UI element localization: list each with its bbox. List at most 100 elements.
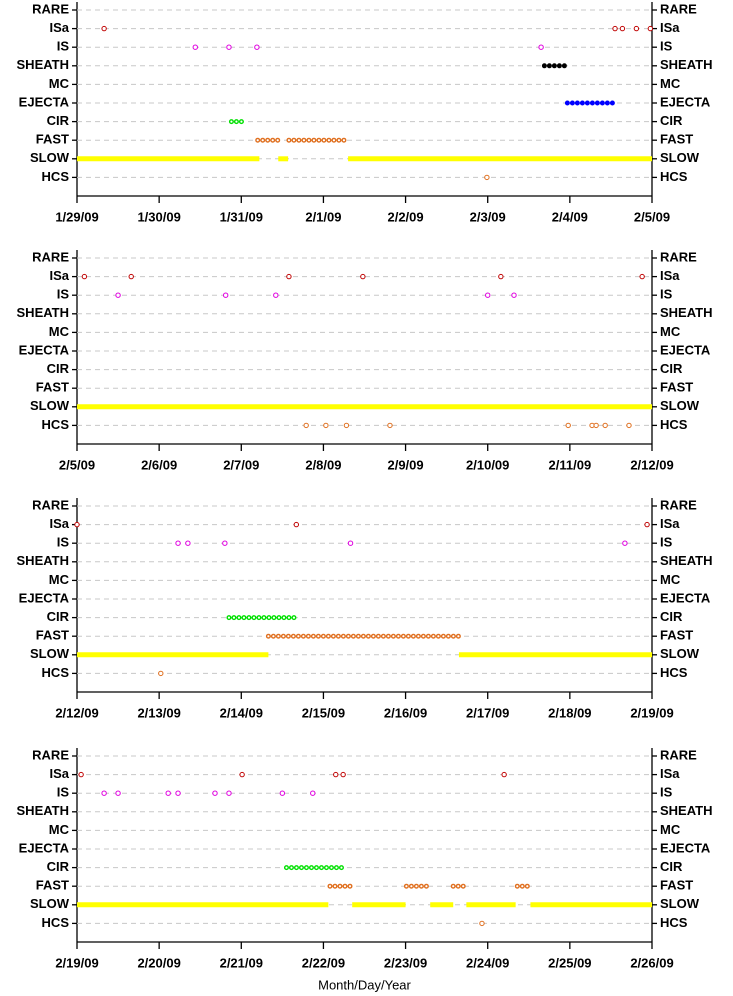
data-point — [212, 790, 218, 796]
data-point — [239, 771, 245, 778]
y-tick-label-right: HCS — [660, 169, 688, 184]
data-point — [538, 44, 544, 50]
data-point — [360, 273, 366, 280]
data-point — [501, 771, 507, 778]
data-point — [593, 422, 599, 429]
x-tick-label: 2/16/09 — [384, 705, 427, 720]
data-point — [647, 25, 654, 32]
data-point — [158, 670, 164, 677]
data-point — [226, 790, 232, 796]
y-tick-label-right: EJECTA — [660, 840, 711, 855]
data-point — [192, 44, 198, 50]
x-tick-label: 2/1/09 — [305, 209, 341, 224]
x-tick-label: 2/25/09 — [548, 955, 591, 970]
data-point — [115, 790, 121, 796]
data-point — [303, 422, 309, 429]
y-tick-label: FAST — [36, 132, 69, 147]
data-point — [511, 292, 517, 298]
x-tick-label: 2/15/09 — [302, 705, 345, 720]
data-point — [484, 174, 490, 181]
data-point — [639, 273, 645, 280]
y-tick-label: IS — [57, 39, 70, 54]
x-tick-label: 2/19/09 — [55, 955, 98, 970]
data-point — [222, 540, 228, 546]
x-tick-label: 2/19/09 — [630, 705, 673, 720]
data-point — [340, 771, 346, 778]
y-tick-label-right: IS — [660, 39, 673, 54]
y-tick-label-right: IS — [660, 785, 673, 800]
x-tick-label: 2/10/09 — [466, 457, 509, 472]
y-tick-label: EJECTA — [19, 840, 70, 855]
y-tick-label: RARE — [32, 1, 69, 16]
data-point — [128, 273, 134, 280]
y-tick-label: IS — [57, 287, 70, 302]
data-point — [619, 25, 626, 32]
y-tick-label: SHEATH — [17, 553, 69, 568]
data-point — [254, 44, 260, 50]
y-tick-label-right: MC — [660, 324, 681, 339]
data-point — [479, 920, 485, 927]
data-point — [626, 422, 632, 429]
y-tick-label: HCS — [42, 417, 70, 432]
data-point — [74, 521, 80, 528]
data-point — [565, 422, 571, 429]
x-tick-label: 2/13/09 — [137, 705, 180, 720]
y-tick-label: FAST — [36, 628, 69, 643]
y-tick-label: EJECTA — [19, 342, 70, 357]
y-tick-label-right: SLOW — [660, 896, 700, 911]
y-tick-label-right: EJECTA — [660, 94, 711, 109]
y-tick-label: MC — [49, 324, 70, 339]
x-tick-label: 1/30/09 — [137, 209, 180, 224]
y-tick-label-right: EJECTA — [660, 342, 711, 357]
data-point — [323, 422, 329, 429]
x-tick-label: 2/12/09 — [630, 457, 673, 472]
data-point — [115, 292, 121, 298]
x-tick-label: 2/17/09 — [466, 705, 509, 720]
x-tick-label: 2/2/09 — [387, 209, 423, 224]
y-tick-label: HCS — [42, 665, 70, 680]
data-point — [612, 25, 618, 32]
y-tick-label-right: SLOW — [660, 150, 700, 165]
y-tick-label-right: ISa — [660, 268, 680, 283]
y-tick-label-right: SHEATH — [660, 57, 712, 72]
data-point — [273, 292, 279, 298]
y-tick-label-right: IS — [660, 535, 673, 550]
data-point — [78, 771, 84, 778]
data-point — [165, 790, 171, 796]
data-point — [101, 790, 107, 796]
y-tick-label: ISa — [49, 268, 69, 283]
x-tick-label: 2/21/09 — [220, 955, 263, 970]
y-tick-label: CIR — [47, 361, 70, 376]
y-tick-label: FAST — [36, 380, 69, 395]
x-tick-label: 2/8/09 — [305, 457, 341, 472]
y-tick-label-right: MC — [660, 822, 681, 837]
y-tick-label-right: CIR — [660, 859, 683, 874]
y-tick-label-right: CIR — [660, 113, 683, 128]
data-point — [81, 273, 88, 280]
y-tick-label: EJECTA — [19, 94, 70, 109]
y-tick-label: ISa — [49, 20, 69, 35]
data-point — [633, 25, 640, 32]
y-tick-label: CIR — [47, 859, 70, 874]
data-point — [293, 521, 300, 528]
y-tick-label: SHEATH — [17, 305, 69, 320]
data-point — [343, 422, 350, 429]
y-tick-label: SLOW — [30, 646, 70, 661]
y-tick-label-right: EJECTA — [660, 590, 711, 605]
y-tick-label-right: SHEATH — [660, 803, 712, 818]
y-tick-label-right: ISa — [660, 20, 680, 35]
y-tick-label: ISa — [49, 516, 69, 531]
y-tick-label: SHEATH — [17, 803, 69, 818]
y-tick-label-right: FAST — [660, 878, 693, 893]
x-tick-label: 2/4/09 — [552, 209, 588, 224]
data-point — [347, 540, 354, 546]
y-tick-label-right: SHEATH — [660, 553, 712, 568]
x-tick-label: 2/7/09 — [223, 457, 259, 472]
x-tick-label: 2/5/09 — [59, 457, 95, 472]
y-tick-label: FAST — [36, 878, 69, 893]
y-tick-label: HCS — [42, 169, 70, 184]
x-tick-label: 1/31/09 — [220, 209, 263, 224]
data-point — [485, 292, 491, 298]
y-tick-label-right: ISa — [660, 766, 680, 781]
